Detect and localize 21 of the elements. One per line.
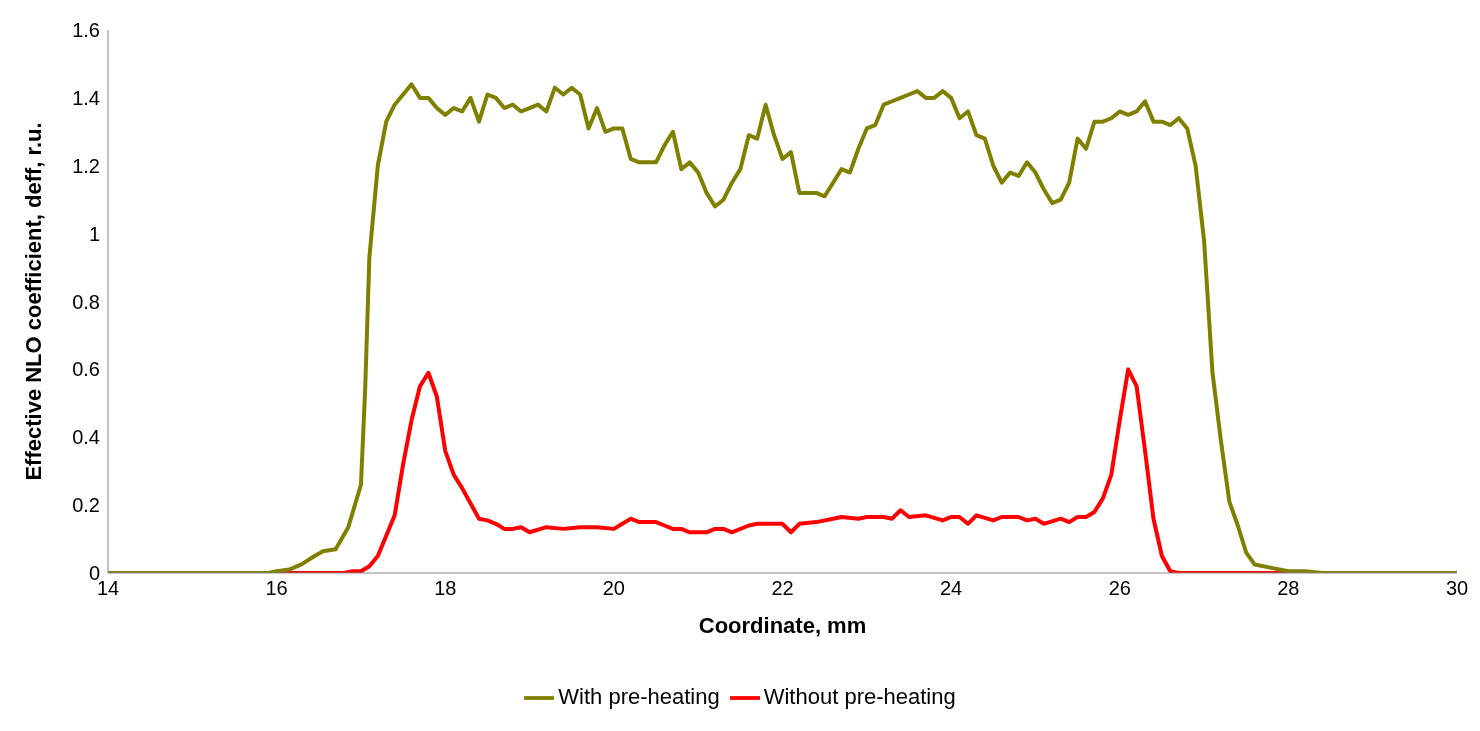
y-axis-title: Effective NLO coefficient, deff, r.u. xyxy=(20,122,46,481)
x-tick-label: 16 xyxy=(265,577,288,600)
y-tick-label: 0.6 xyxy=(72,358,100,381)
y-tick-label: 0.8 xyxy=(72,290,100,313)
x-tick-label: 18 xyxy=(434,577,457,600)
x-tick-label: 24 xyxy=(940,577,963,600)
x-axis-title: Coordinate, mm xyxy=(698,613,867,638)
x-tick-label: 30 xyxy=(1445,577,1469,600)
legend-label: Without pre-heating xyxy=(763,683,956,709)
legend-label: With pre-heating xyxy=(558,683,720,709)
y-tick-label: 1 xyxy=(88,222,100,245)
y-tick-label: 0.4 xyxy=(72,426,100,449)
y-tick-label: 1.2 xyxy=(72,154,100,177)
x-tick-label: 28 xyxy=(1277,577,1300,600)
y-tick-label: 1.6 xyxy=(72,19,100,42)
x-tick-label: 26 xyxy=(1108,577,1131,600)
x-tick-label: 22 xyxy=(771,577,794,600)
x-tick-label: 20 xyxy=(602,577,625,600)
y-tick-label: 0 xyxy=(88,562,100,585)
y-tick-label: 0.2 xyxy=(72,494,100,517)
y-tick-label: 1.4 xyxy=(72,86,100,109)
